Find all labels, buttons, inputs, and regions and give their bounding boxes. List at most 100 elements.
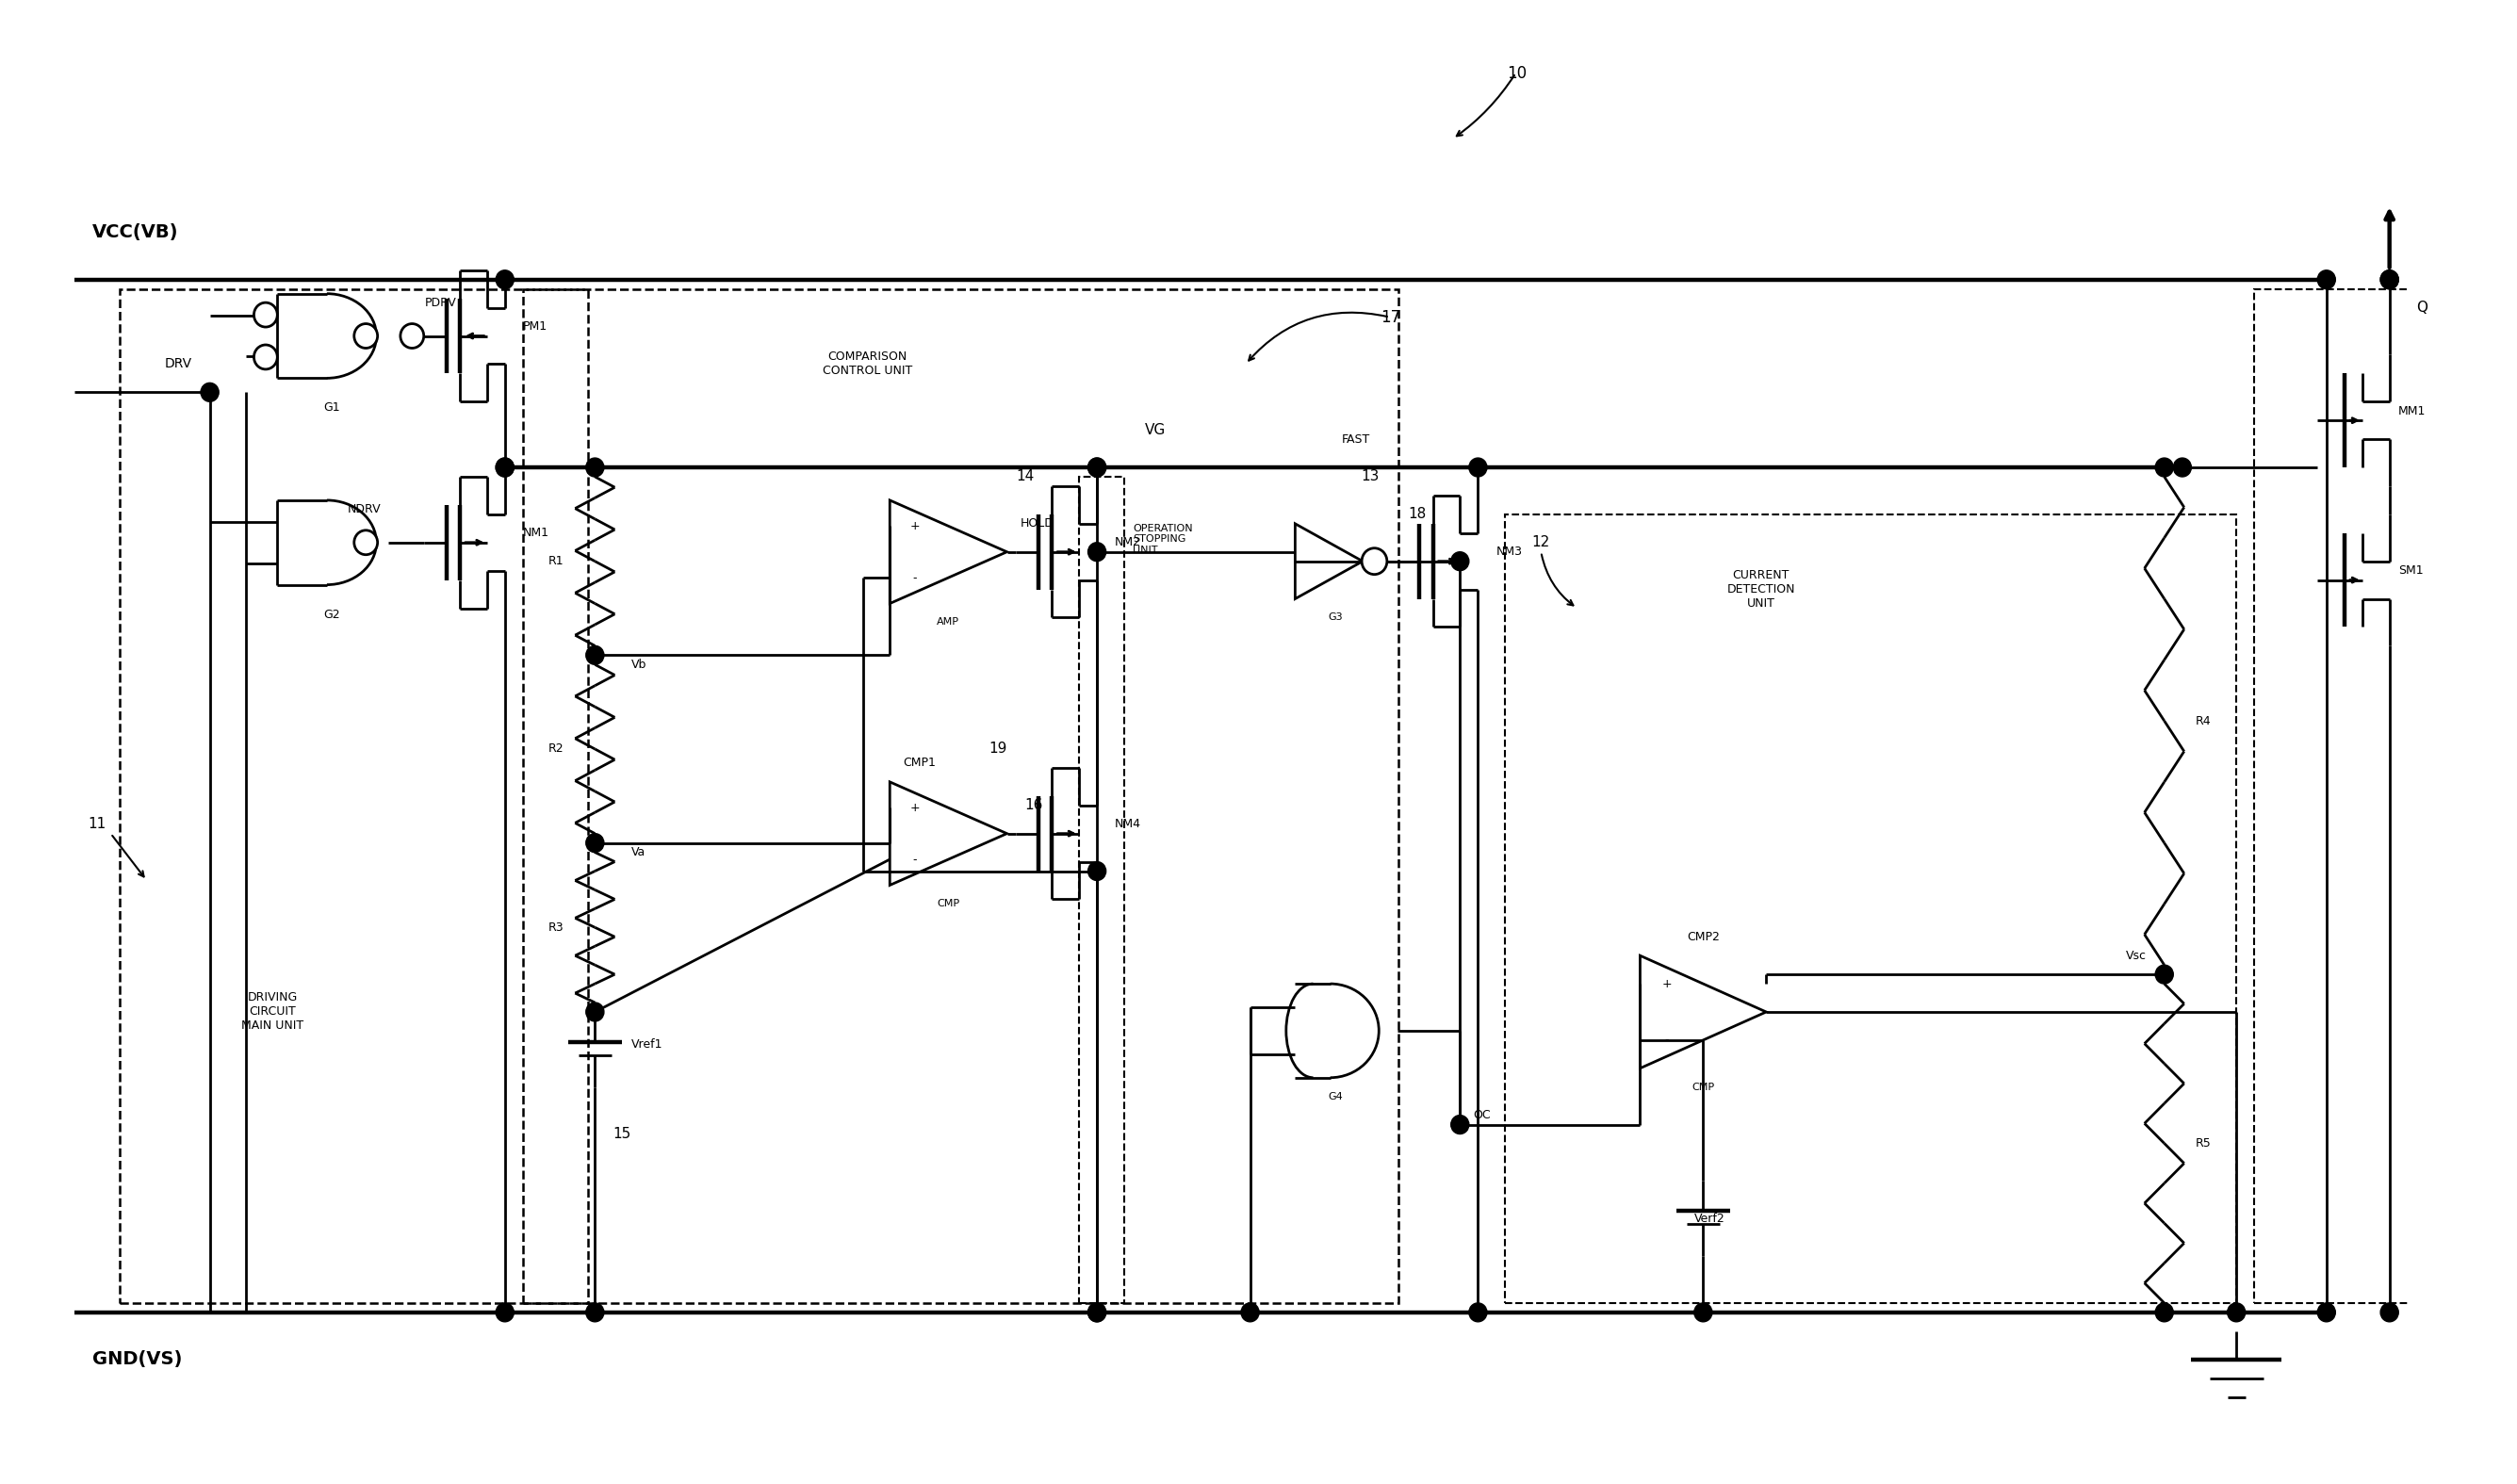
Text: NM4: NM4 bbox=[1115, 818, 1140, 830]
Text: SM1: SM1 bbox=[2399, 564, 2424, 577]
Text: 17: 17 bbox=[1382, 309, 1399, 325]
Text: DRV: DRV bbox=[164, 358, 191, 371]
Text: R1: R1 bbox=[549, 555, 564, 567]
Text: -: - bbox=[914, 853, 916, 865]
Text: CMP: CMP bbox=[936, 899, 959, 908]
Text: DRIVING
CIRCUIT
MAIN UNIT: DRIVING CIRCUIT MAIN UNIT bbox=[242, 991, 305, 1033]
Circle shape bbox=[1087, 862, 1105, 880]
Circle shape bbox=[1450, 552, 1470, 571]
Text: R2: R2 bbox=[549, 743, 564, 755]
Circle shape bbox=[355, 324, 378, 349]
Circle shape bbox=[496, 459, 513, 476]
Text: 19: 19 bbox=[989, 742, 1007, 757]
Bar bbox=[2255, 289, 2452, 1303]
Circle shape bbox=[1470, 1303, 1488, 1322]
Text: Vref1: Vref1 bbox=[632, 1039, 662, 1051]
Circle shape bbox=[2318, 1303, 2336, 1322]
Text: 10: 10 bbox=[1508, 65, 1528, 82]
Circle shape bbox=[1450, 1114, 1470, 1134]
Text: HOLD: HOLD bbox=[1019, 518, 1055, 530]
Circle shape bbox=[496, 1303, 513, 1322]
Circle shape bbox=[586, 1003, 604, 1021]
Circle shape bbox=[496, 459, 513, 476]
Text: Vb: Vb bbox=[632, 659, 647, 671]
Text: 13: 13 bbox=[1362, 470, 1379, 484]
Circle shape bbox=[1087, 459, 1105, 476]
Text: OPERATION
STOPPING
UNIT: OPERATION STOPPING UNIT bbox=[1133, 524, 1193, 555]
Text: NM2: NM2 bbox=[1115, 536, 1140, 549]
Text: +: + bbox=[909, 801, 919, 813]
Circle shape bbox=[355, 530, 378, 555]
Text: Va: Va bbox=[632, 846, 644, 858]
Text: GND(VS): GND(VS) bbox=[93, 1350, 184, 1368]
Text: Q: Q bbox=[2416, 301, 2429, 315]
Circle shape bbox=[2155, 1303, 2172, 1322]
Circle shape bbox=[254, 303, 277, 326]
Text: CMP2: CMP2 bbox=[1686, 930, 1719, 942]
Text: -: - bbox=[1664, 1034, 1669, 1046]
Circle shape bbox=[2489, 270, 2507, 289]
Circle shape bbox=[254, 344, 277, 370]
Text: R3: R3 bbox=[549, 922, 564, 933]
Circle shape bbox=[496, 270, 513, 289]
Circle shape bbox=[2381, 270, 2399, 289]
Text: FAST: FAST bbox=[1342, 433, 1369, 445]
Circle shape bbox=[1087, 543, 1105, 561]
Text: PM1: PM1 bbox=[524, 321, 549, 332]
Circle shape bbox=[586, 834, 604, 852]
Circle shape bbox=[2318, 270, 2336, 289]
Text: 14: 14 bbox=[1017, 470, 1034, 484]
Text: NM3: NM3 bbox=[1495, 546, 1523, 558]
Text: COMPARISON
CONTROL UNIT: COMPARISON CONTROL UNIT bbox=[823, 350, 911, 377]
Circle shape bbox=[1241, 1303, 1258, 1322]
Text: CURRENT
DETECTION
UNIT: CURRENT DETECTION UNIT bbox=[1727, 570, 1795, 610]
Circle shape bbox=[400, 324, 423, 349]
Circle shape bbox=[2155, 459, 2172, 476]
Circle shape bbox=[1694, 1303, 1712, 1322]
Circle shape bbox=[586, 459, 604, 476]
Text: 16: 16 bbox=[1024, 798, 1042, 812]
Circle shape bbox=[2489, 1303, 2507, 1322]
Bar bbox=[121, 289, 589, 1303]
Circle shape bbox=[2155, 965, 2172, 984]
Bar bbox=[1505, 515, 2238, 1303]
Text: PDRV: PDRV bbox=[425, 297, 456, 309]
Text: NDRV: NDRV bbox=[347, 503, 380, 516]
Circle shape bbox=[2381, 1303, 2399, 1322]
Text: 18: 18 bbox=[1407, 508, 1425, 521]
Text: +: + bbox=[1661, 978, 1671, 990]
Text: R4: R4 bbox=[2195, 715, 2212, 727]
Text: CMP: CMP bbox=[1691, 1082, 1714, 1092]
Circle shape bbox=[2172, 459, 2192, 476]
Text: 15: 15 bbox=[614, 1126, 632, 1141]
Text: 12: 12 bbox=[1533, 536, 1550, 549]
Circle shape bbox=[2381, 270, 2399, 289]
Text: -: - bbox=[914, 571, 916, 583]
Text: +: + bbox=[909, 519, 919, 533]
Text: CMP1: CMP1 bbox=[904, 757, 936, 769]
Text: OC: OC bbox=[1472, 1109, 1490, 1122]
Circle shape bbox=[2228, 1303, 2245, 1322]
Text: G4: G4 bbox=[1329, 1092, 1344, 1101]
Text: G3: G3 bbox=[1329, 613, 1344, 622]
Text: VG: VG bbox=[1145, 423, 1165, 436]
Text: Vsc: Vsc bbox=[2124, 950, 2147, 962]
Text: AMP: AMP bbox=[936, 617, 959, 628]
Bar bbox=[1080, 476, 1125, 1303]
Text: G1: G1 bbox=[322, 402, 340, 414]
Circle shape bbox=[1087, 1303, 1105, 1322]
Circle shape bbox=[1087, 1303, 1105, 1322]
Text: MM1: MM1 bbox=[2399, 405, 2426, 417]
Text: VCC(VB): VCC(VB) bbox=[93, 224, 179, 242]
Text: R5: R5 bbox=[2195, 1137, 2212, 1150]
Circle shape bbox=[201, 383, 219, 402]
Circle shape bbox=[1470, 459, 1488, 476]
Circle shape bbox=[586, 646, 604, 665]
Text: 11: 11 bbox=[88, 818, 106, 831]
Text: NM1: NM1 bbox=[524, 527, 549, 539]
Circle shape bbox=[586, 1303, 604, 1322]
Bar bbox=[524, 289, 1399, 1303]
Circle shape bbox=[1087, 459, 1105, 476]
Circle shape bbox=[1362, 548, 1387, 574]
Text: G2: G2 bbox=[322, 608, 340, 620]
